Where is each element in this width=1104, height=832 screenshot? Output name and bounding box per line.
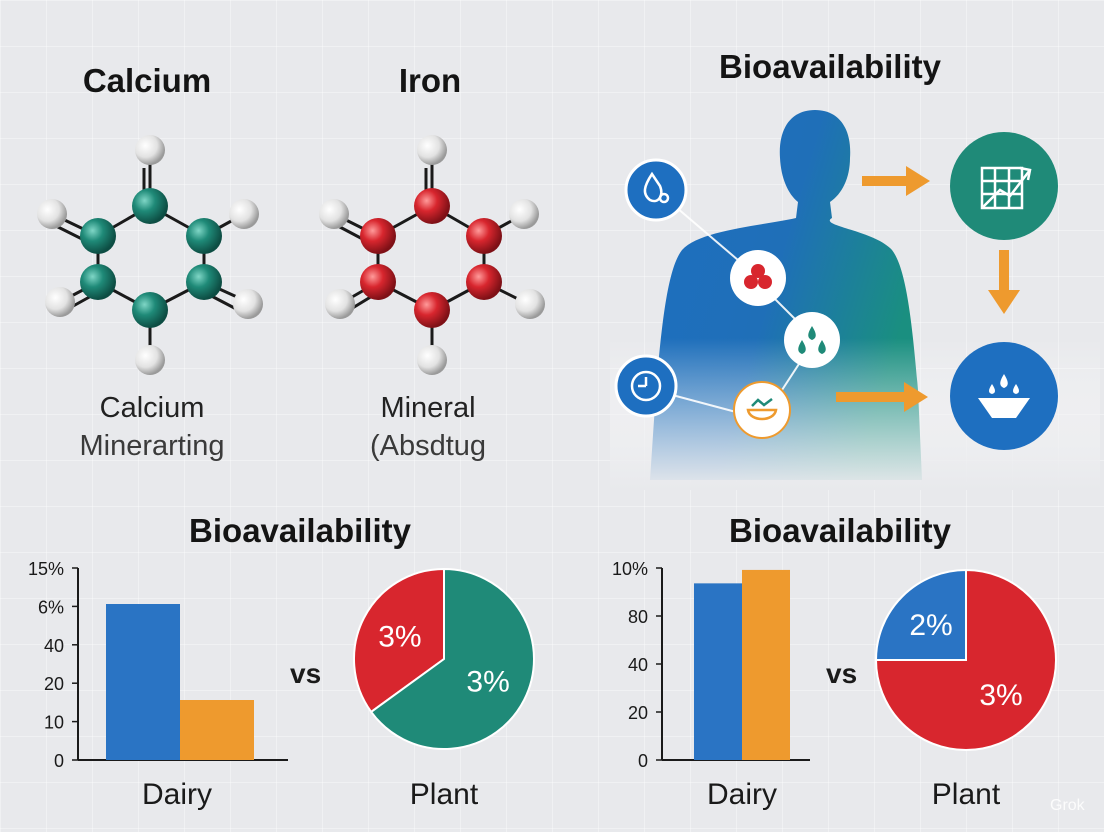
pie-slice-label: 3%	[466, 665, 509, 698]
iron-caption-line1: Mineral	[380, 392, 476, 424]
bar-dairy	[694, 583, 742, 760]
calcium-atom	[80, 264, 116, 300]
molecules-figure	[37, 135, 545, 375]
pie-slice	[353, 567, 445, 714]
calcium-atom	[186, 218, 222, 254]
hydrogen-atom	[135, 135, 165, 165]
pie-slice-label: 3%	[979, 679, 1022, 712]
bowl-icon	[733, 381, 791, 439]
y-tick-label: 15%	[28, 559, 64, 579]
iron-title: Iron	[398, 62, 462, 99]
pie-slice-label: 2%	[909, 609, 952, 642]
y-tick-label: 80	[628, 607, 648, 627]
y-tick-label: 40	[628, 655, 648, 675]
hydrogen-atom	[233, 289, 263, 319]
calcium-caption-line2: Minerarting	[79, 430, 225, 462]
y-tick-label: 40	[44, 636, 64, 656]
arrow-right-icon	[906, 166, 930, 196]
arrow-right-icon	[836, 392, 906, 402]
iron-atom	[360, 264, 396, 300]
calcium-atom	[80, 218, 116, 254]
hydrogen-atom	[417, 345, 447, 375]
hydrogen-atom	[37, 199, 67, 229]
x-axis-label: Plant	[932, 778, 1001, 811]
watermark: Grok	[1050, 797, 1085, 814]
calcium-caption-line1: Calcium	[99, 392, 205, 424]
red-cells-icon	[730, 250, 786, 306]
hydrogen-atom	[45, 287, 75, 317]
y-tick-label: 0	[638, 751, 648, 771]
clock-icon	[614, 354, 678, 418]
x-axis-label: Plant	[410, 778, 479, 811]
x-axis-label: Dairy	[142, 778, 212, 811]
droplet-sensor-icon	[624, 158, 688, 222]
hydrogen-atom	[319, 199, 349, 229]
hydrogen-atom	[515, 289, 545, 319]
arrow-down-icon	[988, 290, 1020, 314]
arrow-right-icon	[862, 176, 908, 186]
iron-atom	[466, 218, 502, 254]
body-diagram	[610, 90, 1100, 490]
pie-slice-label: 3%	[378, 621, 421, 654]
body-panel-title: Bioavailability	[719, 48, 941, 85]
calcium-molecule	[37, 135, 263, 375]
iron-atom	[414, 188, 450, 224]
iron-molecule	[319, 135, 545, 375]
y-tick-label: 0	[54, 751, 64, 771]
pie-slice	[369, 567, 535, 750]
x-axis-label: Dairy	[707, 778, 777, 811]
iron-atom	[466, 264, 502, 300]
arrow-down-icon	[999, 250, 1009, 292]
y-tick-label: 6%	[38, 597, 64, 617]
vs-label-right: vs	[826, 658, 858, 689]
bar-plant	[742, 569, 790, 760]
calcium-atom	[132, 188, 168, 224]
iron-caption-line2: (Absdtug	[369, 430, 487, 462]
y-tick-label: 10%	[612, 559, 648, 579]
calcium-atom	[132, 292, 168, 328]
chart2-title: Bioavailability	[729, 512, 951, 549]
dish-drops-icon	[950, 342, 1058, 450]
iron-atom	[360, 218, 396, 254]
y-tick-label: 20	[44, 674, 64, 694]
hydrogen-atom	[509, 199, 539, 229]
hydrogen-atom	[325, 289, 355, 319]
growth-chart-icon	[950, 132, 1058, 240]
calcium-title: Calcium	[82, 62, 212, 99]
chart1-title: Bioavailability	[189, 512, 411, 549]
arrow-right-icon	[904, 382, 928, 412]
pie-slice	[874, 568, 967, 661]
calcium-atom	[186, 264, 222, 300]
hydrogen-atom	[229, 199, 259, 229]
droplets-icon	[784, 312, 840, 368]
vs-label-left: vs	[290, 658, 322, 689]
bar-dairy	[106, 604, 180, 760]
y-tick-label: 10	[44, 713, 64, 733]
hydrogen-atom	[135, 345, 165, 375]
y-tick-label: 20	[628, 703, 648, 723]
bar-plant	[180, 700, 254, 760]
pie-slice	[874, 568, 1057, 751]
iron-atom	[414, 292, 450, 328]
bottom-charts: 0 10 20 40 6% 15% Dairy 3% 3% Plant 0 20 40 80 10% Dair…	[28, 559, 1057, 811]
hydrogen-atom	[417, 135, 447, 165]
flow-arrows	[836, 166, 1020, 412]
